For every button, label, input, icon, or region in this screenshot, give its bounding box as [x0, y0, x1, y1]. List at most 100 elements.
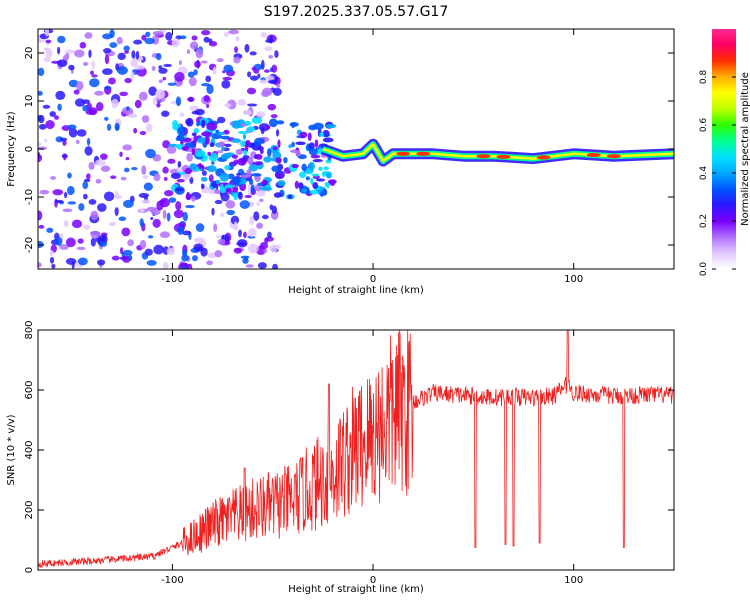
heatmap-x-tick-label: 0 — [370, 274, 376, 285]
heatmap-noise-blob — [155, 89, 166, 99]
snr-y-tick-label: 200 — [24, 500, 35, 519]
heatmap-cluster-blob — [319, 132, 324, 137]
heatmap-noise-blob — [73, 49, 85, 58]
heatmap-cluster-blob — [224, 164, 231, 170]
heatmap-noise-blob — [205, 75, 212, 83]
heatmap-noise-blob — [104, 54, 110, 65]
colorbar-ticks: 0.0 0.2 0.4 0.6 0.8 — [699, 70, 736, 276]
heatmap-cluster-blob — [177, 126, 186, 134]
heatmap-noise-blob — [274, 50, 279, 58]
heatmap-noise-blob — [56, 46, 61, 55]
heatmap-cluster-blob — [219, 183, 224, 193]
heatmap-noise-blob — [38, 90, 43, 96]
heatmap-noise-blob — [148, 86, 157, 96]
heatmap-noise-blob — [110, 175, 117, 179]
heatmap-noise-blob — [174, 71, 185, 82]
heatmap-noise-blob — [134, 65, 146, 70]
heatmap-noise-blob — [200, 82, 211, 87]
heatmap-noise-blob — [95, 101, 104, 112]
heatmap-noise-blob — [107, 77, 116, 85]
heatmap-noise-blob — [119, 247, 124, 255]
heatmap-cluster-blob — [318, 166, 323, 171]
heatmap-cluster-blob — [185, 193, 192, 201]
heatmap-cluster-blob — [263, 156, 272, 163]
heatmap-noise-blob — [269, 204, 274, 211]
heatmap-cluster-blob — [167, 143, 178, 148]
heatmap-noise-blob — [247, 71, 252, 78]
heatmap-cluster-blob — [272, 146, 278, 150]
heatmap-noise-blob — [206, 260, 214, 266]
heatmap-noise-blob — [141, 165, 147, 175]
heatmap-noise-blob — [201, 170, 207, 176]
heatmap-cluster-blob — [314, 139, 319, 148]
heatmap-cluster-blob — [325, 172, 332, 179]
heatmap-noise-blob — [84, 146, 93, 156]
heatmap-cluster-blob — [252, 161, 263, 166]
heatmap-cluster-blob — [305, 176, 310, 181]
heatmap-noise-blob — [100, 153, 108, 160]
heatmap-noise-blob — [133, 39, 143, 45]
heatmap-noise-blob — [243, 231, 247, 239]
heatmap-noise-blob — [176, 165, 183, 173]
heatmap-cluster-blob — [198, 162, 202, 170]
heatmap-noise-blob — [57, 59, 68, 68]
heatmap-noise-blob — [141, 199, 151, 204]
heatmap-cluster-blob — [196, 121, 200, 127]
heatmap-cluster-blob — [174, 188, 185, 192]
heatmap-cluster-blob — [235, 148, 243, 156]
heatmap-noise-blob — [121, 227, 131, 237]
heatmap-noise-blob — [49, 111, 56, 117]
heatmap-noise-blob — [250, 75, 259, 81]
heatmap-noise-blob — [50, 176, 56, 180]
heatmap-noise-blob — [94, 90, 104, 96]
heatmap-noise-blob — [181, 265, 187, 269]
heatmap-noise-blob — [86, 173, 91, 180]
heatmap-noise-blob — [267, 231, 272, 239]
heatmap-cluster-blob — [218, 141, 225, 148]
heatmap-noise-blob — [217, 238, 226, 245]
heatmap-noise-blob — [146, 206, 157, 212]
heatmap-noise-blob — [224, 103, 232, 108]
heatmap-noise-blob — [257, 262, 267, 269]
heatmap-noise-blob — [144, 248, 153, 256]
heatmap-noise-blob — [139, 130, 147, 136]
heatmap-cluster-blob — [231, 120, 242, 129]
heatmap-noise-blob — [188, 77, 197, 87]
heatmap-noise-blob — [165, 31, 173, 41]
heatmap-noise-blob — [152, 30, 164, 36]
heatmap-ridge-peak — [416, 151, 431, 156]
heatmap-noise-blob — [150, 216, 154, 221]
heatmap-cluster-blob — [316, 178, 326, 182]
heatmap-noise-blob — [265, 39, 273, 43]
heatmap-noise-blob — [119, 91, 129, 97]
heatmap-noise-blob — [217, 116, 226, 124]
heatmap-cluster-blob — [299, 171, 307, 179]
heatmap-cluster-blob — [308, 124, 317, 131]
heatmap-cluster-blob — [240, 140, 246, 147]
heatmap-noise-blob — [59, 244, 69, 250]
heatmap-ridge-peak — [396, 151, 411, 156]
heatmap-noise-blob — [153, 173, 161, 182]
colorbar-gradient — [712, 29, 736, 269]
heatmap-noise-blob — [221, 80, 231, 89]
heatmap-noise-blob — [123, 167, 130, 173]
heatmap-noise-blob — [194, 60, 201, 68]
heatmap-noise-blob — [206, 104, 210, 108]
heatmap-cluster-blob — [245, 140, 251, 145]
heatmap-cluster-blob — [308, 148, 318, 156]
heatmap-noise-blob — [131, 167, 138, 171]
heatmap-cluster-blob — [312, 182, 319, 189]
heatmap-cluster-blob — [319, 191, 325, 197]
heatmap-noise-blob — [128, 254, 133, 261]
heatmap-noise-blob — [120, 176, 127, 181]
heatmap-x-label: Height of straight line (km) — [288, 285, 424, 296]
heatmap-noise-blob — [268, 55, 274, 59]
heatmap-noise-blob — [55, 237, 63, 246]
heatmap-cluster-blob — [244, 120, 252, 126]
snr-y-tick-label: 400 — [24, 440, 35, 459]
heatmap-noise-blob — [44, 138, 48, 143]
heatmap-cluster-blob — [254, 137, 265, 145]
heatmap-cluster-blob — [242, 133, 247, 140]
heatmap-noise-blob — [246, 87, 257, 95]
colorbar-tick-label: 0.4 — [699, 166, 709, 181]
